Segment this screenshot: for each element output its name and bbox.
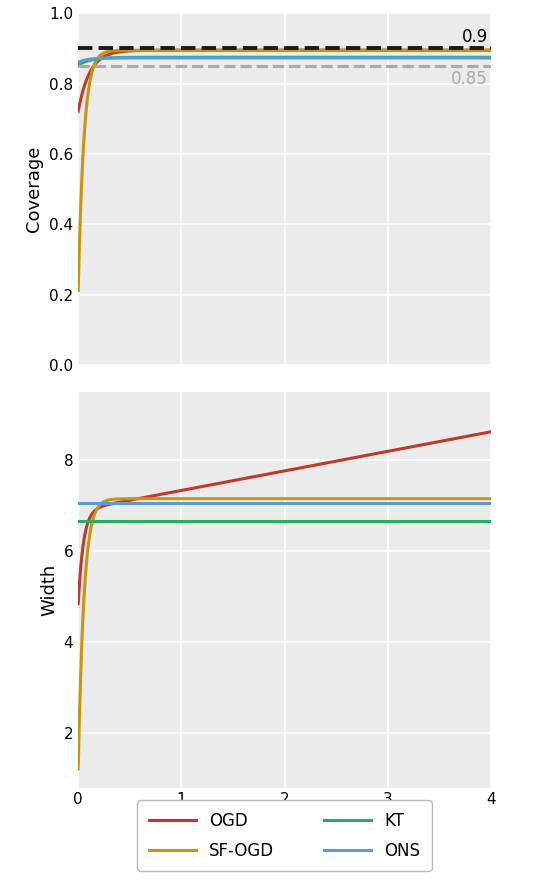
Legend: OGD, SF-OGD, KT, ONS: OGD, SF-OGD, KT, ONS xyxy=(137,800,432,872)
Text: 0.85: 0.85 xyxy=(451,70,488,88)
Text: 0.9: 0.9 xyxy=(461,27,488,46)
X-axis label: η: η xyxy=(278,813,291,832)
Y-axis label: Coverage: Coverage xyxy=(26,146,44,232)
Y-axis label: Width: Width xyxy=(40,563,58,616)
